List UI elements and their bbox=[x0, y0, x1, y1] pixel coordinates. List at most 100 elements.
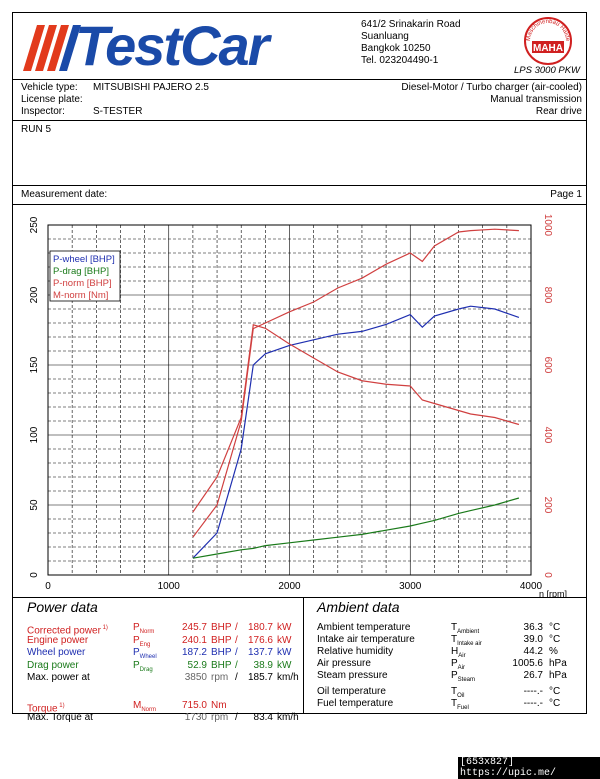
value-separator: / bbox=[235, 634, 238, 646]
address-block: 641/2 Srinakarin Road Suanluang Bangkok … bbox=[361, 19, 461, 67]
power-row-symbol: PDrag bbox=[133, 659, 153, 673]
vehicle-type-value: MITSUBISHI PAJERO 2.5 bbox=[93, 82, 209, 93]
ambient-row-label: Steam pressure bbox=[317, 670, 388, 681]
power-row-symbol: PEng bbox=[133, 634, 151, 648]
inspector-value: S-TESTER bbox=[93, 106, 143, 117]
power-unit-bhp: BHP bbox=[211, 659, 232, 671]
ambient-row-label: Relative humidity bbox=[317, 646, 394, 657]
plot-border bbox=[47, 224, 532, 576]
equipment-model: LPS 3000 PKW bbox=[514, 65, 581, 76]
y-right-tick-label: 200 bbox=[542, 497, 553, 514]
ambient-row-label: Air pressure bbox=[317, 658, 371, 669]
power-value-kw: 176.6 bbox=[247, 634, 273, 646]
power-unit-kw: kW bbox=[277, 647, 292, 658]
ambient-row-unit: % bbox=[549, 646, 558, 657]
power-value-bhp: 245.7 bbox=[181, 622, 207, 633]
footnote-marker: 1) bbox=[57, 703, 65, 709]
max-torque-rpm-unit: rpm bbox=[211, 712, 229, 723]
y-right-tick-label: 0 bbox=[542, 572, 553, 578]
logo-stripes-icon bbox=[23, 25, 81, 71]
legend-entry: P-drag [BHP] bbox=[53, 266, 109, 277]
ambient-row-value: 44.2 bbox=[523, 646, 543, 657]
max-power-speed: 185.7 bbox=[247, 672, 273, 683]
y-left-tick-label: 0 bbox=[29, 572, 40, 578]
x-tick-label: 1000 bbox=[158, 581, 181, 592]
y-left-tick-label: 200 bbox=[29, 286, 40, 303]
y-right-tick-label: 400 bbox=[542, 427, 553, 444]
inspector-label: Inspector: bbox=[21, 106, 65, 117]
ambient-row-label: Intake air temperature bbox=[317, 634, 415, 645]
ambient-row-value: 26.7 bbox=[523, 670, 543, 681]
ambient-row-unit: °C bbox=[549, 698, 561, 709]
power-unit-bhp: BHP bbox=[211, 622, 232, 633]
power-row-label: Corrected power 1) bbox=[27, 625, 108, 637]
power-row-label: Wheel power bbox=[27, 647, 86, 658]
vehicle-type-label: Vehicle type: bbox=[21, 82, 78, 93]
value-separator: / bbox=[235, 659, 238, 671]
report-frame: TestCar 641/2 Srinakarin Road Suanluang … bbox=[12, 12, 587, 723]
max-power-speed-unit: km/h bbox=[277, 672, 299, 683]
ambient-row-unit: °C bbox=[549, 686, 561, 697]
vehicle-info: Vehicle type: MITSUBISHI PAJERO 2.5 Lice… bbox=[13, 80, 586, 121]
value-separator: / bbox=[235, 672, 238, 683]
symbol-subscript: Fuel bbox=[457, 705, 469, 711]
chart-section: 0 1000 2000 3000 4000 n [rpm] 0 50 100 150 200 250 0… bbox=[13, 205, 586, 599]
x-tick-label: 2000 bbox=[278, 581, 301, 592]
ambient-row-label: Fuel temperature bbox=[317, 698, 394, 709]
address-line: Tel. 023204490-1 bbox=[361, 55, 439, 66]
chart-legend: P-wheel [BHP]P-drag [BHP]P-norm [BHP]M-n… bbox=[49, 250, 121, 302]
ambient-row-symbol: HAir bbox=[451, 646, 466, 659]
license-plate-label: License plate: bbox=[21, 94, 83, 105]
symbol-subscript: Norm bbox=[139, 629, 155, 635]
y-right-tick-label: 1000 bbox=[542, 214, 553, 237]
address-line: Suanluang bbox=[361, 31, 409, 42]
y-left-tick-label: 150 bbox=[29, 356, 40, 373]
torque-label: Torque 1) bbox=[27, 703, 65, 715]
symbol-subscript: Eng bbox=[139, 641, 151, 648]
legend-entry: M-norm [Nm] bbox=[53, 290, 108, 301]
series-line bbox=[192, 305, 520, 559]
max-power-rpm-unit: rpm bbox=[211, 672, 229, 683]
power-unit-kw: kW bbox=[277, 622, 292, 633]
max-torque-label: Max. Torque at bbox=[27, 712, 93, 723]
brand-logo-text: TestCar bbox=[75, 14, 269, 77]
power-data-title: Power data bbox=[27, 599, 98, 615]
symbol-subscript: Norm bbox=[141, 707, 157, 713]
ambient-row-unit: hPa bbox=[549, 658, 567, 669]
ambient-row-value: ----.- bbox=[523, 698, 543, 709]
y-left-tick-label: 100 bbox=[29, 426, 40, 443]
ambient-row-value: 1005.6 bbox=[512, 658, 543, 669]
page-number: Page 1 bbox=[550, 189, 582, 200]
ambient-row-symbol: PAir bbox=[451, 658, 466, 671]
y-right-tick-label: 800 bbox=[542, 287, 553, 304]
y-left-tick-label: 250 bbox=[29, 216, 40, 233]
max-torque-rpm: 1730 bbox=[184, 712, 207, 723]
ambient-row-symbol: TAmbient bbox=[451, 622, 480, 635]
power-unit-kw: kW bbox=[277, 634, 292, 646]
ambient-row-label: Ambient temperature bbox=[317, 622, 411, 633]
power-row-label: Drag power bbox=[27, 659, 79, 671]
data-section: Power data Ambient data Corrected power … bbox=[13, 598, 586, 723]
max-power-rpm: 3850 bbox=[184, 672, 207, 683]
x-tick-label: 4000 bbox=[520, 581, 543, 592]
series-line bbox=[192, 497, 520, 559]
legend-entry: P-norm [BHP] bbox=[53, 278, 112, 289]
maha-logo-icon: Maschinenbau Haldenwang MAHA bbox=[518, 15, 572, 65]
power-row-symbol: PNorm bbox=[133, 622, 155, 635]
power-value-kw: 38.9 bbox=[253, 659, 273, 671]
power-value-bhp: 187.2 bbox=[181, 647, 207, 658]
legend-entry: P-wheel [BHP] bbox=[53, 254, 115, 265]
ambient-data-title: Ambient data bbox=[317, 599, 400, 615]
chart-grid bbox=[47, 224, 532, 576]
chart-series bbox=[192, 228, 520, 559]
ambient-row-symbol: TOil bbox=[451, 686, 465, 699]
max-torque-speed-unit: km/h bbox=[277, 712, 299, 723]
ambient-row-symbol: TIntake air bbox=[451, 634, 482, 647]
measurement-date-label: Measurement date: bbox=[21, 189, 108, 200]
symbol-subscript: Oil bbox=[457, 693, 465, 699]
series-line bbox=[192, 323, 520, 513]
torque-symbol: MNorm bbox=[133, 700, 157, 713]
max-power-label: Max. power at bbox=[27, 672, 90, 683]
ambient-row-value: 39.0 bbox=[523, 634, 543, 645]
